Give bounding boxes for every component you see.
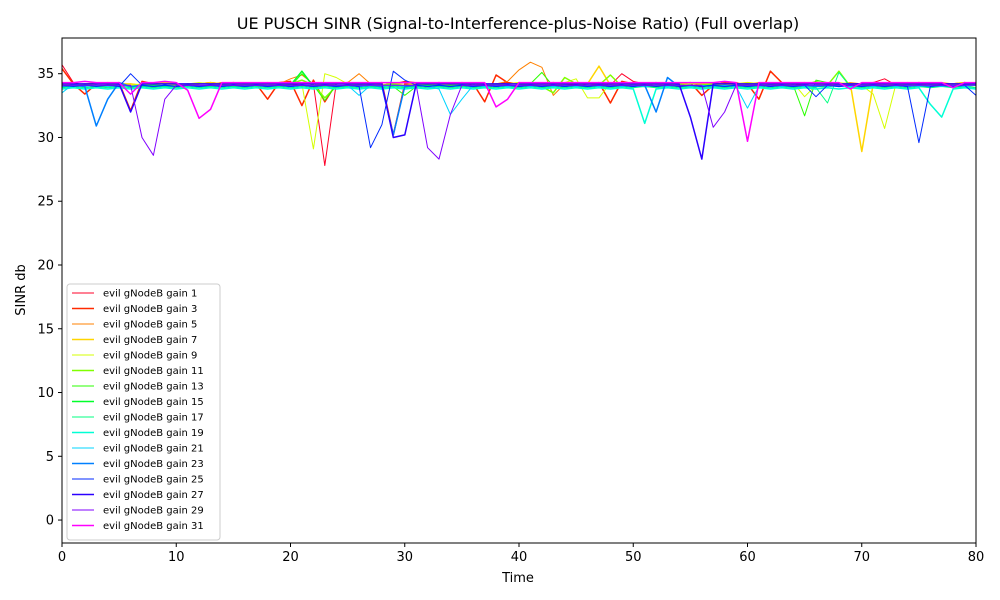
x-tick-label: 0	[58, 550, 66, 565]
y-tick-label: 5	[46, 450, 54, 465]
series-lines	[62, 61, 976, 166]
y-tick-label: 15	[37, 322, 54, 337]
legend-label: evil gNodeB gain 23	[103, 459, 204, 470]
legend-label: evil gNodeB gain 7	[103, 335, 197, 346]
legend-item: evil gNodeB gain 11	[72, 366, 204, 377]
legend-label: evil gNodeB gain 13	[103, 382, 204, 393]
legend-item: evil gNodeB gain 21	[72, 444, 204, 455]
series-line-gain-31	[62, 80, 976, 143]
x-tick-label: 80	[968, 550, 985, 565]
legend-item: evil gNodeB gain 9	[72, 351, 197, 362]
x-tick-label: 50	[625, 550, 642, 565]
x-tick-label: 30	[396, 550, 413, 565]
legend-item: evil gNodeB gain 25	[72, 475, 204, 486]
chart-title: UE PUSCH SINR (Signal-to-Interference-pl…	[237, 14, 799, 33]
legend-label: evil gNodeB gain 11	[103, 366, 204, 377]
legend-label: evil gNodeB gain 27	[103, 490, 204, 501]
plot-area	[62, 61, 976, 166]
x-tick-label: 10	[168, 550, 185, 565]
legend-item: evil gNodeB gain 3	[72, 304, 197, 315]
y-axis-title: SINR db	[14, 264, 29, 315]
x-axis-title: Time	[501, 571, 534, 586]
legend-box	[66, 283, 221, 541]
y-tick-label: 10	[37, 386, 54, 401]
legend-item: evil gNodeB gain 15	[72, 397, 204, 408]
x-tick-label: 60	[739, 550, 756, 565]
y-tick-label: 30	[37, 131, 54, 146]
series-line-gain-17	[62, 71, 976, 104]
legend-item: evil gNodeB gain 13	[72, 382, 204, 393]
y-tick-label: 35	[37, 67, 54, 82]
legend-label: evil gNodeB gain 21	[103, 444, 204, 455]
legend-label: evil gNodeB gain 25	[103, 475, 204, 486]
y-tick-label: 25	[37, 195, 54, 210]
legend-label: evil gNodeB gain 17	[103, 413, 204, 424]
y-tick-label: 20	[37, 258, 54, 273]
legend-label: evil gNodeB gain 5	[103, 320, 197, 331]
x-tick-label: 70	[853, 550, 870, 565]
legend-label: evil gNodeB gain 9	[103, 351, 197, 362]
series-line-gain-29	[62, 84, 976, 160]
legend-item: evil gNodeB gain 29	[72, 506, 204, 517]
axes: 0 10 20 30 40 50 60 70 80 0 5 10 15 20 25 30 35	[37, 37, 985, 565]
legend-item: evil gNodeB gain 27	[72, 490, 204, 501]
legend: evil gNodeB gain 1 evil gNodeB gain 3 evil…	[66, 283, 221, 541]
legend-item: evil gNodeB gain 5	[72, 320, 197, 331]
legend-label: evil gNodeB gain 3	[103, 304, 197, 315]
legend-item: evil gNodeB gain 17	[72, 413, 204, 424]
x-tick-label: 40	[511, 550, 528, 565]
legend-label: evil gNodeB gain 1	[103, 289, 197, 300]
legend-item: evil gNodeB gain 1	[72, 289, 197, 300]
legend-item: evil gNodeB gain 31	[72, 521, 204, 532]
series-line-gain-19	[62, 86, 976, 125]
y-tick-label: 0	[46, 514, 54, 529]
legend-label: evil gNodeB gain 31	[103, 521, 204, 532]
legend-label: evil gNodeB gain 19	[103, 428, 204, 439]
x-tick-label: 20	[282, 550, 299, 565]
legend-item: evil gNodeB gain 23	[72, 459, 204, 470]
legend-item: evil gNodeB gain 19	[72, 428, 204, 439]
legend-label: evil gNodeB gain 29	[103, 506, 204, 517]
legend-label: evil gNodeB gain 15	[103, 397, 204, 408]
legend-item: evil gNodeB gain 7	[72, 335, 197, 346]
